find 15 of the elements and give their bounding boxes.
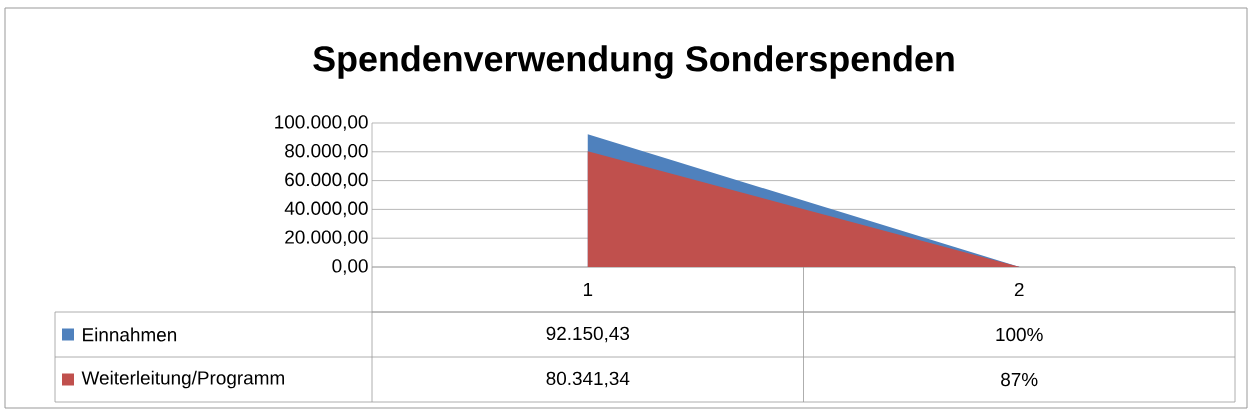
data-label: 87% (1001, 372, 1038, 387)
x-tick-label: 2 (1014, 282, 1024, 297)
x-tick-label: 1 (583, 283, 593, 297)
y-tick-label: 0,00 (332, 259, 368, 275)
y-tick-label: 60.000,00 (285, 172, 368, 189)
chart-title: Spendenverwendung Sonderspenden (313, 45, 954, 79)
legend-label: Einnahmen (83, 327, 177, 342)
y-tick-label: 20.000,00 (285, 230, 368, 247)
y-tick-label: 80.000,00 (285, 143, 368, 160)
legend-label: Weiterleitung/Programm (81, 370, 284, 389)
data-label: 100% (996, 327, 1043, 342)
y-tick-label: 100.000,00 (275, 115, 368, 131)
data-label: 92.150,43 (546, 326, 630, 343)
y-tick-label: 40.000,00 (284, 201, 368, 218)
data-label: 80.341,34 (546, 371, 630, 388)
